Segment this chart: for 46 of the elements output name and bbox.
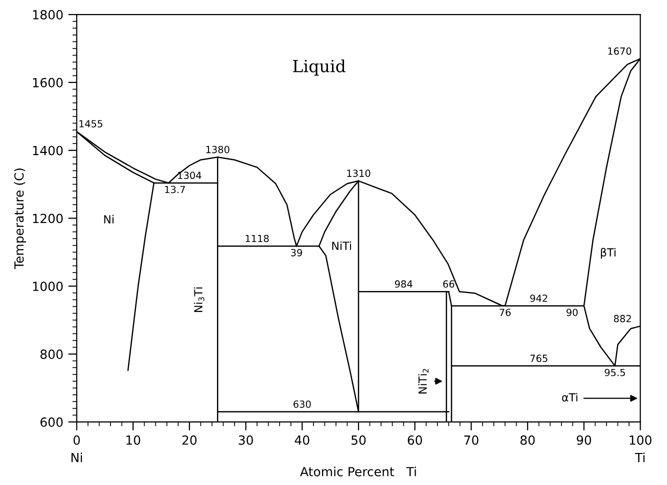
y-tick-label: 1400 bbox=[33, 146, 63, 156]
annotation: αTi bbox=[562, 392, 578, 402]
annotation: 1670 bbox=[608, 47, 632, 55]
y-tick-label: 800 bbox=[40, 350, 63, 359]
annotation: 76 bbox=[500, 308, 511, 316]
annotation: 90 bbox=[566, 308, 578, 316]
x-tick-label: 50 bbox=[352, 435, 366, 445]
y-tick-label: 600 bbox=[40, 417, 63, 427]
x-tick-label: 60 bbox=[408, 435, 422, 445]
annotation: 882 bbox=[614, 314, 631, 322]
x-tick-label: 30 bbox=[238, 435, 253, 445]
x-tick-label: 0 bbox=[74, 435, 80, 445]
annotation: 66 bbox=[443, 280, 454, 288]
annotation: Liquid bbox=[293, 59, 346, 76]
y-tick-label: 1200 bbox=[33, 214, 63, 224]
annotation: 942 bbox=[530, 294, 548, 302]
annotation: 1118 bbox=[246, 234, 269, 242]
annotation: 1380 bbox=[206, 146, 230, 154]
text: Ni bbox=[72, 452, 82, 462]
y-tick-label: 1800 bbox=[33, 10, 63, 20]
annotation: 630 bbox=[294, 400, 311, 408]
annotation: 1310 bbox=[347, 170, 370, 177]
annotation: 13.7 bbox=[165, 186, 185, 194]
y-axis-title: Temperature (C) bbox=[14, 168, 26, 270]
x-tick-label: 80 bbox=[520, 435, 535, 445]
annotation: 1455 bbox=[79, 120, 102, 128]
annotation: 765 bbox=[530, 354, 548, 362]
y-tick-label: 1000 bbox=[33, 282, 63, 292]
annotation: NiTi$_{2}$ bbox=[418, 368, 428, 394]
annotation: 984 bbox=[394, 280, 412, 288]
annotation: 95.5 bbox=[604, 368, 625, 376]
x-tick-label: 100 bbox=[630, 435, 652, 445]
annotation: NiTi bbox=[332, 241, 352, 250]
annotation: Ni$_{3}$Ti bbox=[194, 287, 204, 312]
annotation: Ni bbox=[104, 214, 114, 224]
x-axis-title: Atomic Percent Ti bbox=[300, 466, 416, 476]
x-tick-label: 10 bbox=[126, 435, 140, 445]
annotation: 39 bbox=[291, 248, 302, 256]
y-tick-label: 1600 bbox=[33, 78, 63, 88]
x-tick-label: 20 bbox=[182, 435, 197, 445]
text: Ti bbox=[634, 452, 645, 462]
annotation: βTi bbox=[600, 248, 616, 259]
x-tick-label: 40 bbox=[294, 435, 310, 445]
x-tick-label: 70 bbox=[464, 435, 478, 445]
annotation: 1304 bbox=[178, 172, 202, 180]
x-tick-label: 90 bbox=[576, 435, 592, 445]
